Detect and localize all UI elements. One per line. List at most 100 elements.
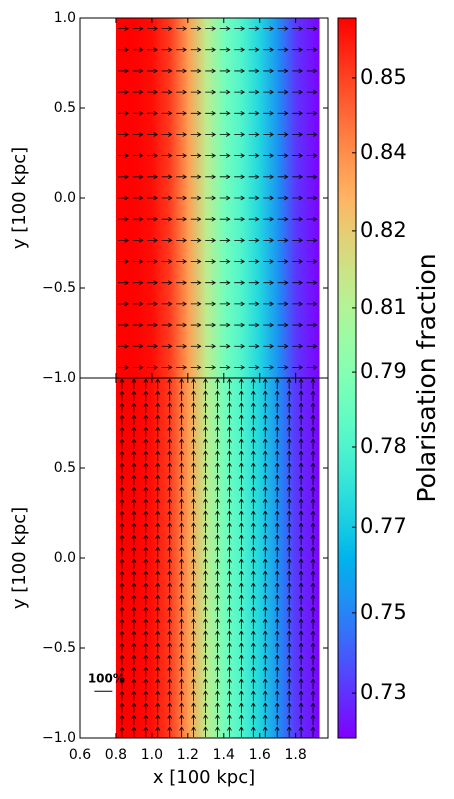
- arrow: [250, 654, 256, 665]
- arrow: [155, 414, 161, 425]
- arrow: [310, 510, 316, 521]
- arrow: [131, 426, 137, 437]
- arrow: [118, 365, 130, 370]
- arrow: [190, 132, 202, 137]
- arrow: [298, 450, 304, 461]
- arrow: [191, 534, 196, 545]
- arrow: [167, 594, 173, 605]
- arrow: [277, 153, 289, 158]
- arrow: [262, 630, 268, 641]
- arrow: [286, 690, 292, 701]
- arrow: [143, 486, 149, 497]
- arrow: [161, 89, 173, 95]
- arrow: [310, 402, 316, 413]
- arrow: [262, 702, 268, 713]
- arrow: [248, 110, 260, 116]
- arrow: [239, 582, 244, 593]
- arrow: [131, 450, 137, 461]
- arrow: [191, 390, 196, 401]
- arrow: [167, 474, 173, 485]
- arrow: [292, 195, 304, 201]
- arrow: [286, 726, 292, 737]
- arrow: [274, 726, 280, 737]
- arrow: [239, 642, 244, 653]
- arrow: [227, 402, 232, 413]
- arrow: [147, 195, 159, 201]
- arrow: [131, 462, 137, 473]
- arrow: [179, 486, 184, 497]
- arrow: [143, 726, 149, 737]
- arrow: [161, 343, 173, 349]
- arrow: [155, 558, 161, 569]
- arrow: [190, 238, 202, 243]
- arrow: [119, 390, 125, 401]
- arrow: [215, 426, 220, 437]
- arrow: [147, 216, 159, 222]
- arrow: [167, 414, 173, 425]
- arrow: [219, 322, 231, 328]
- arrow: [239, 606, 244, 617]
- arrow: [176, 195, 188, 201]
- arrow: [310, 618, 316, 629]
- arrow: [250, 546, 256, 557]
- arrow: [191, 546, 196, 557]
- arrow: [118, 238, 130, 243]
- heatmap-cell: [115, 378, 135, 738]
- arrow: [143, 702, 149, 713]
- colorbar-tick-label: 0.79: [360, 359, 407, 383]
- arrow: [239, 438, 244, 449]
- arrow: [227, 714, 232, 725]
- arrow: [262, 642, 268, 653]
- arrow: [179, 642, 184, 653]
- arrow: [274, 474, 280, 485]
- arrow: [277, 195, 289, 201]
- arrow: [250, 486, 256, 497]
- arrow: [190, 259, 202, 264]
- arrow: [167, 582, 173, 593]
- arrow: [176, 259, 188, 264]
- arrow: [155, 582, 161, 593]
- arrow: [119, 570, 125, 581]
- arrow: [248, 301, 260, 307]
- arrow: [155, 642, 161, 653]
- arrow: [292, 174, 304, 180]
- arrow: [286, 582, 292, 593]
- arrow: [286, 450, 292, 461]
- arrow: [215, 714, 220, 725]
- arrow: [205, 238, 217, 243]
- arrow: [167, 534, 173, 545]
- arrow: [179, 474, 184, 485]
- arrow: [227, 582, 232, 593]
- arrow: [239, 594, 244, 605]
- arrow: [248, 322, 260, 328]
- arrow: [277, 174, 289, 180]
- arrow: [215, 666, 220, 677]
- arrow: [179, 582, 184, 593]
- arrow: [227, 654, 232, 665]
- arrow: [147, 259, 159, 264]
- arrow: [274, 594, 280, 605]
- x-tick-label: 1.8: [285, 747, 307, 763]
- arrow: [263, 47, 275, 53]
- arrow: [286, 630, 292, 641]
- arrow: [191, 402, 196, 413]
- arrow: [274, 606, 280, 617]
- arrow: [205, 68, 217, 74]
- arrow: [219, 47, 231, 53]
- arrow: [167, 690, 173, 701]
- arrow: [248, 47, 260, 53]
- heatmap-cell: [205, 378, 225, 738]
- arrow: [239, 402, 244, 413]
- arrow: [179, 654, 184, 665]
- arrow: [277, 301, 289, 307]
- arrow: [248, 280, 260, 286]
- arrow: [203, 390, 208, 401]
- arrow: [191, 642, 196, 653]
- arrow: [298, 678, 304, 689]
- arrow: [215, 606, 220, 617]
- arrow: [277, 110, 289, 116]
- x-tick-label: 0.8: [105, 747, 127, 763]
- arrow: [239, 690, 244, 701]
- arrow: [203, 474, 208, 485]
- arrow: [132, 68, 144, 74]
